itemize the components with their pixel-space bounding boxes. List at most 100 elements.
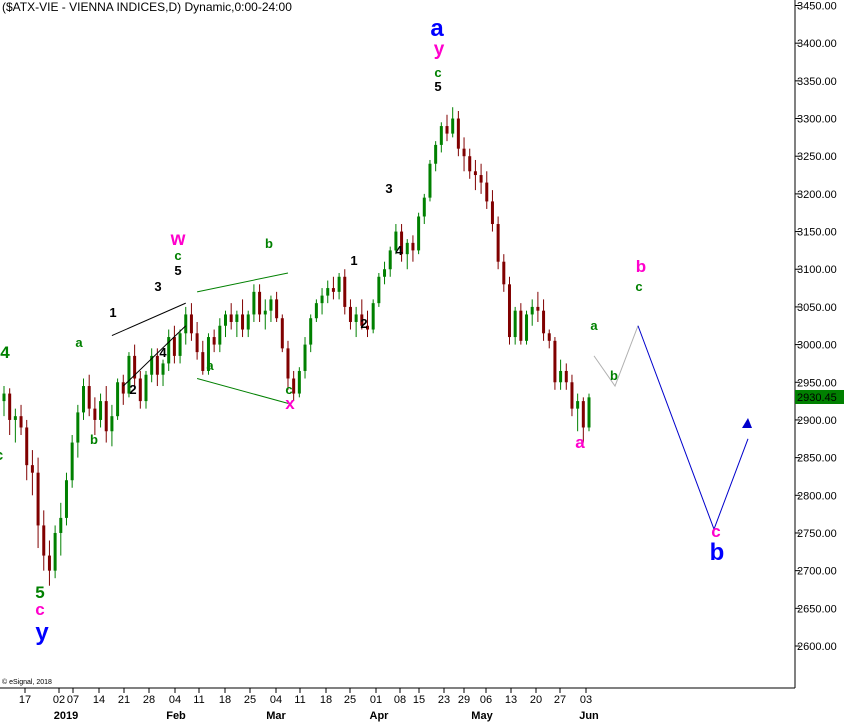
candle	[303, 337, 307, 379]
candle-body	[456, 118, 460, 149]
candle-body	[280, 318, 284, 349]
trend-line	[196, 378, 289, 404]
x-month-label: 2019	[54, 710, 78, 722]
candle-body	[206, 337, 210, 371]
candle	[47, 540, 51, 586]
candle	[8, 388, 12, 436]
wave-label: 2	[360, 316, 367, 331]
candle-body	[587, 397, 591, 428]
y-tick-label: 2900.00	[797, 415, 837, 427]
wave-label: c	[285, 382, 292, 397]
candle-body	[2, 393, 6, 402]
candle	[258, 284, 262, 322]
x-tick-label: 18	[320, 694, 332, 706]
candle-body	[8, 393, 12, 420]
x-tick-label: 20	[530, 694, 542, 706]
x-tick-label: 29	[458, 694, 470, 706]
candle-body	[502, 261, 506, 285]
x-tick-label: 06	[480, 694, 492, 706]
candle-body	[326, 288, 330, 296]
candle-body	[365, 325, 369, 330]
candle	[473, 159, 477, 191]
wave-label: 3	[154, 279, 161, 294]
last-price-box: 2930.45	[795, 389, 844, 404]
candle-body	[309, 318, 313, 345]
candle	[405, 239, 409, 270]
candle-body	[167, 337, 171, 364]
candle-body	[320, 295, 324, 304]
candle-body	[303, 344, 307, 371]
candle-body	[178, 333, 182, 356]
candle-body	[110, 416, 114, 432]
candle-body	[314, 303, 318, 319]
candle	[292, 370, 296, 402]
x-month-label: Feb	[166, 710, 186, 722]
wave-label: w	[170, 229, 186, 250]
candle-body	[93, 408, 97, 420]
candle	[576, 393, 580, 432]
candle-body	[490, 201, 494, 225]
candle	[428, 159, 432, 202]
candle	[439, 122, 443, 153]
candle	[189, 303, 193, 341]
wave-label: 4	[0, 343, 10, 362]
candle-body	[331, 288, 335, 292]
candle	[104, 386, 108, 443]
x-tick-label: 27	[554, 694, 566, 706]
candle-body	[570, 382, 574, 409]
candle-body	[212, 337, 216, 345]
candle	[536, 291, 540, 322]
chart-title: ($ATX-VIE - VIENNA INDICES,D) Dynamic,0:…	[2, 0, 292, 14]
y-tick-label: 2800.00	[797, 490, 837, 502]
wave-label: c	[35, 600, 44, 619]
wave-label: a	[430, 15, 444, 42]
candle-body	[519, 310, 523, 341]
candle-body	[383, 269, 387, 277]
candle-body	[468, 156, 472, 172]
candle-body	[269, 299, 273, 311]
x-tick-label: 21	[118, 694, 130, 706]
x-tick-label: 11	[193, 694, 204, 706]
candle-body	[155, 355, 159, 375]
candle-body	[87, 386, 91, 409]
candle-body	[218, 325, 222, 345]
candle	[337, 273, 341, 300]
wave-label: y	[35, 619, 49, 646]
y-tick-label: 3450.00	[797, 1, 837, 13]
candle	[519, 303, 523, 345]
wave-label: c	[635, 279, 642, 294]
last-price-label: 2930.45	[797, 392, 837, 404]
candle	[326, 280, 330, 304]
candle	[99, 393, 103, 428]
candle-body	[224, 314, 228, 326]
candle-body	[25, 427, 29, 466]
wave-label: 1	[350, 253, 357, 268]
x-tick-label: 04	[169, 694, 181, 706]
candle	[25, 419, 29, 481]
candle	[553, 337, 557, 390]
candle-body	[422, 197, 426, 217]
x-tick-label: 07	[67, 694, 79, 706]
wave-label: a	[75, 335, 83, 350]
x-tick-label: 11	[294, 694, 305, 706]
candle-body	[428, 163, 432, 198]
candle-body	[138, 378, 142, 402]
candle	[331, 276, 335, 300]
x-tick-label: 13	[505, 694, 517, 706]
candle	[252, 284, 256, 322]
candle-body	[451, 118, 455, 134]
candle	[144, 370, 148, 409]
trend-line	[111, 302, 186, 337]
candle	[150, 348, 154, 383]
candle	[70, 435, 74, 488]
x-tick-label: 14	[93, 694, 105, 706]
candle	[354, 306, 358, 338]
candle-body	[485, 182, 489, 202]
candle-body	[411, 242, 415, 251]
candle	[110, 404, 114, 447]
projection-layer	[593, 325, 752, 531]
candles-layer	[2, 107, 591, 586]
candle-body	[144, 374, 148, 402]
candle	[377, 273, 381, 307]
